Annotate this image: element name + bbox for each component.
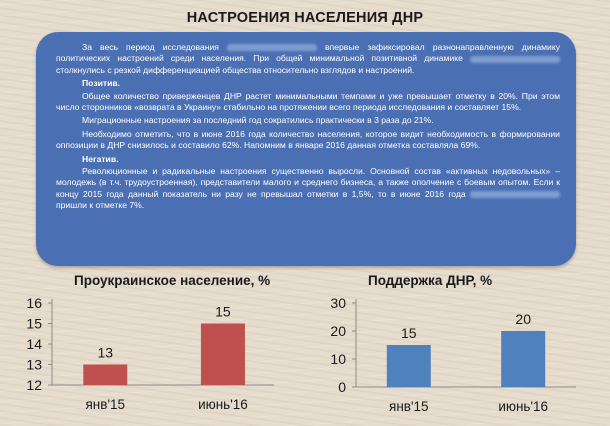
summary-intro-c: столкнулись с резкой дифференциацией общ… — [56, 64, 415, 75]
positive-paragraph-2: Миграционные настроения за последний год… — [82, 115, 434, 126]
y-tick-label: 16 — [26, 295, 42, 311]
x-tick-label: янв'15 — [86, 397, 126, 412]
x-tick-label: июнь'16 — [498, 399, 548, 414]
redacted-text — [226, 44, 317, 52]
bar — [83, 364, 128, 385]
y-tick-label: 14 — [26, 336, 42, 352]
summary-panel: За весь период исследования впервые зафи… — [36, 32, 576, 266]
page-title: НАСТРОЕНИЯ НАСЕЛЕНИЯ ДНР — [186, 10, 424, 26]
data-label: 15 — [401, 325, 417, 341]
bar — [200, 323, 245, 385]
data-label: 20 — [515, 311, 531, 327]
chart-dnr-support: 0 10 20 30 15 янв'15 20 июнь'16 — [330, 295, 576, 414]
data-label: 13 — [97, 345, 113, 361]
chart-title-dnr-support: Поддержка ДНР, % — [368, 273, 493, 288]
negative-paragraph-text: Революционные и радикальные настроения с… — [56, 166, 560, 199]
redacted-text — [470, 55, 561, 63]
x-tick-label: июнь'16 — [198, 397, 248, 412]
negative-paragraph: Революционные и радикальные настроения с… — [56, 166, 560, 212]
y-tick-label: 12 — [26, 377, 42, 393]
data-label: 15 — [215, 304, 231, 320]
negative-heading: Негатив. — [82, 153, 119, 164]
chart-title-pro-ukraine: Проукраинское население, % — [74, 273, 271, 288]
y-tick-label: 10 — [330, 351, 346, 367]
summary-intro: За весь период исследования впервые зафи… — [56, 42, 561, 76]
summary-intro-a: За весь период исследования — [82, 42, 219, 52]
positive-paragraph-3: Необходимо отметить, что в июне 2016 год… — [56, 128, 560, 151]
bar — [501, 331, 546, 387]
y-tick-label: 13 — [26, 357, 42, 373]
y-tick-label: 0 — [338, 379, 346, 395]
positive-heading: Позитив. — [82, 78, 121, 89]
y-tick-label: 20 — [330, 323, 346, 339]
y-tick-label: 15 — [26, 316, 42, 332]
y-tick-label: 30 — [330, 295, 346, 311]
chart-pro-ukraine: 12 13 14 15 16 13 янв'15 15 июнь'16 — [26, 295, 274, 412]
negative-paragraph-end: пришли к отметке 7%. — [56, 200, 145, 211]
summary-intro-b: впервые зафиксировал разнонаправленную д… — [56, 42, 561, 64]
x-tick-label: янв'15 — [389, 399, 429, 414]
positive-paragraph-1: Общее количество приверженцев ДНР растет… — [56, 90, 560, 113]
bar — [386, 345, 431, 387]
redacted-text — [470, 191, 560, 199]
